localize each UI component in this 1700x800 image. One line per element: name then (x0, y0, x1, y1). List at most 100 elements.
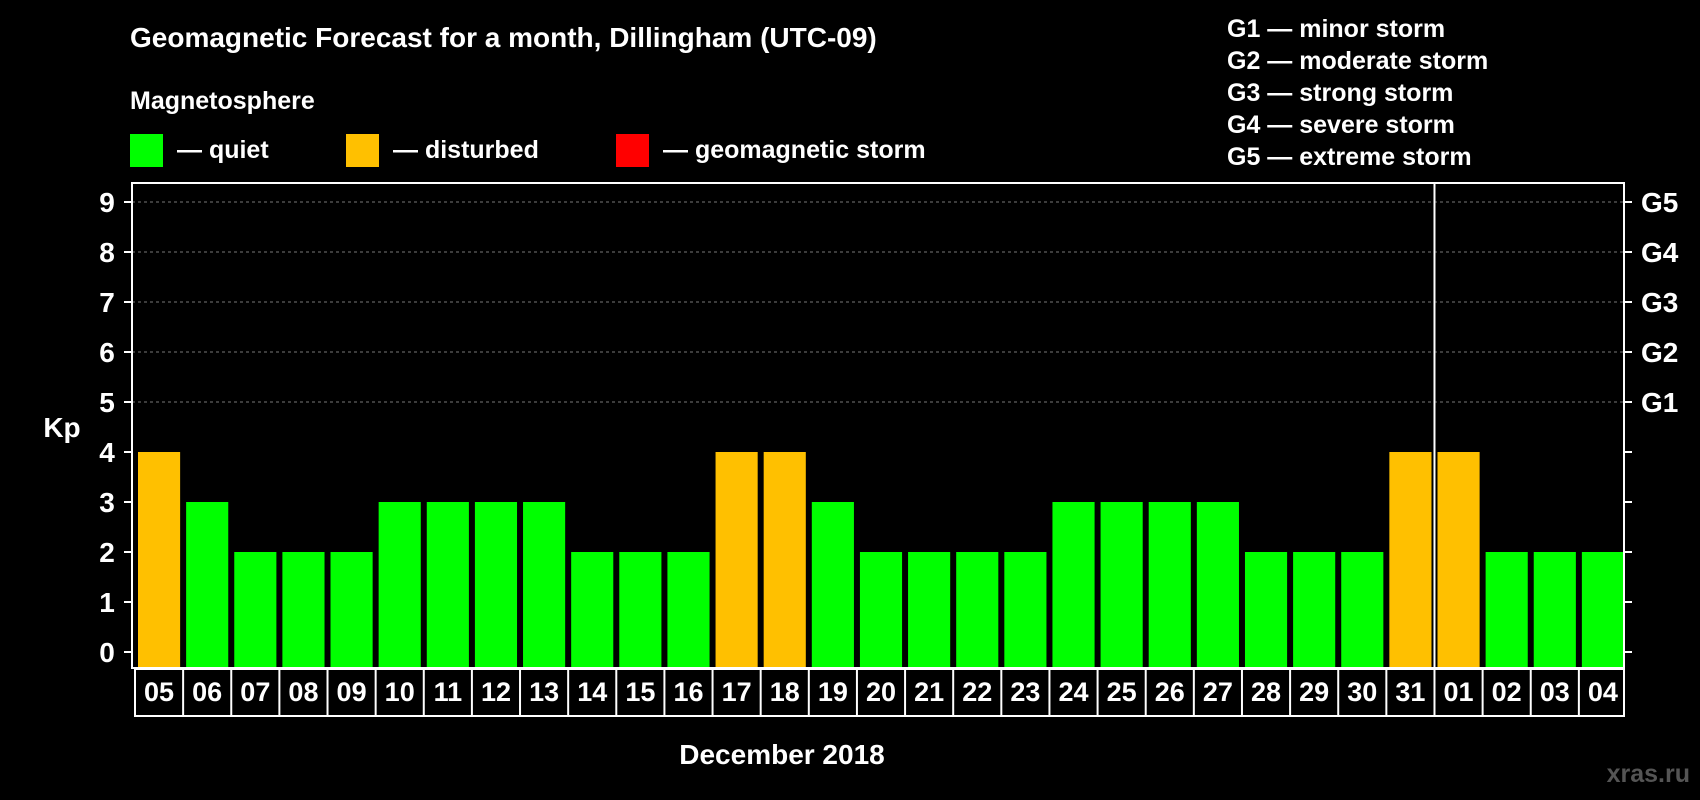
bars (138, 452, 1624, 667)
x-axis-labels: 05 06 07 08 09 10 11 12 13 14 15 16 17 18 19 20 21 22 23 24… (134, 668, 1625, 717)
y-tick-label: 3 (99, 487, 115, 518)
x-tick-label: 30 (1347, 677, 1377, 707)
x-tick-label: 26 (1155, 677, 1185, 707)
x-tick-label: 23 (1010, 677, 1040, 707)
x-tick-label: 08 (288, 677, 318, 707)
x-tick-label: 12 (481, 677, 511, 707)
bar (1196, 502, 1239, 667)
x-tick-label: 22 (962, 677, 992, 707)
legend-label: — quiet (177, 136, 269, 164)
x-tick-label: 28 (1251, 677, 1281, 707)
x-axis-label: December 2018 (679, 739, 884, 770)
x-tick-label: 18 (770, 677, 800, 707)
y-tick-label: 4 (99, 437, 115, 468)
bar (1148, 502, 1191, 667)
x-tick-label: 24 (1058, 677, 1088, 707)
bar (1004, 552, 1047, 667)
bar (1244, 552, 1288, 667)
bar (186, 502, 229, 667)
storm-level-label: G4 (1641, 237, 1679, 268)
storm-level-label: G2 (1641, 337, 1678, 368)
bar (378, 502, 421, 667)
y-tick-label: 2 (99, 537, 115, 568)
bar (474, 502, 518, 667)
x-tick-label: 13 (529, 677, 559, 707)
bar (859, 552, 903, 667)
x-tick-label: 03 (1540, 677, 1570, 707)
bar (1100, 502, 1143, 667)
storm-scale-list: G1 — minor storm G2 — moderate storm G3 — … (1227, 15, 1488, 171)
y-tick-label: 8 (99, 237, 115, 268)
storm-level-label: G5 (1641, 187, 1678, 218)
bar (908, 552, 951, 667)
x-tick-label: 07 (240, 677, 270, 707)
legend-label: — geomagnetic storm (663, 136, 926, 164)
storm-scale-item: G2 — moderate storm (1227, 47, 1488, 75)
y-tick-label: 0 (99, 637, 115, 668)
bar (234, 552, 277, 667)
storm-level-label: G1 (1641, 387, 1678, 418)
y-tick-label: 7 (99, 287, 115, 318)
x-tick-label: 11 (434, 677, 463, 707)
bar (715, 452, 758, 667)
y-tick-label: 5 (99, 387, 115, 418)
x-tick-label: 16 (673, 677, 703, 707)
storm-level-label: G3 (1641, 287, 1678, 318)
storm-axis-ticks: G1 G2 G3 G4 G5 (1624, 187, 1679, 653)
y-tick-label: 6 (99, 337, 115, 368)
legend-heading: Magnetosphere (130, 87, 315, 115)
storm-scale-item: G1 — minor storm (1227, 15, 1445, 43)
x-tick-label: 02 (1492, 677, 1522, 707)
x-tick-label: 19 (818, 677, 848, 707)
x-tick-label: 27 (1203, 677, 1233, 707)
y-axis-ticks: 0 1 2 3 4 5 6 7 8 9 (99, 187, 132, 668)
storm-scale-item: G3 — strong storm (1227, 79, 1453, 107)
bar (1389, 452, 1432, 667)
bar (1533, 552, 1576, 667)
x-tick-label: 09 (337, 677, 367, 707)
x-tick-label: 06 (192, 677, 222, 707)
bar (426, 502, 469, 667)
x-tick-label: 10 (385, 677, 415, 707)
watermark: xras.ru (1607, 760, 1690, 788)
grid-lines (132, 201, 1624, 403)
bar (1437, 452, 1480, 667)
bar (1052, 502, 1095, 667)
bar (956, 552, 999, 667)
legend-label: — disturbed (393, 136, 539, 164)
bar (1485, 552, 1528, 667)
bar (1581, 552, 1624, 667)
storm-scale-item: G4 — severe storm (1227, 111, 1455, 139)
x-tick-label: 20 (866, 677, 896, 707)
x-tick-label: 05 (144, 677, 174, 707)
bar (763, 452, 806, 667)
bar (667, 552, 710, 667)
x-tick-label: 21 (914, 677, 944, 707)
bar (619, 552, 662, 667)
storm-scale-item: G5 — extreme storm (1227, 143, 1472, 171)
bar (571, 552, 614, 667)
legend-swatch (346, 134, 379, 167)
x-tick-label: 04 (1588, 677, 1618, 707)
x-tick-label: 17 (722, 677, 752, 707)
y-axis-label: Kp (43, 412, 80, 443)
legend-swatch (616, 134, 649, 167)
bar (282, 552, 325, 667)
bar (811, 502, 854, 667)
chart-title: Geomagnetic Forecast for a month, Dillin… (130, 22, 877, 53)
bar (1341, 552, 1384, 667)
x-tick-label: 14 (577, 677, 607, 707)
x-tick-label: 01 (1444, 677, 1474, 707)
x-tick-label: 25 (1107, 677, 1137, 707)
y-tick-label: 1 (99, 587, 115, 618)
legend: — quiet — disturbed — geomagnetic storm (130, 134, 926, 167)
bar (1293, 552, 1336, 667)
bar (138, 452, 181, 667)
x-tick-label: 31 (1395, 677, 1425, 707)
bar (330, 552, 373, 667)
x-tick-label: 15 (625, 677, 655, 707)
x-tick-label: 29 (1299, 677, 1329, 707)
legend-swatch (130, 134, 163, 167)
y-tick-label: 9 (99, 187, 115, 218)
